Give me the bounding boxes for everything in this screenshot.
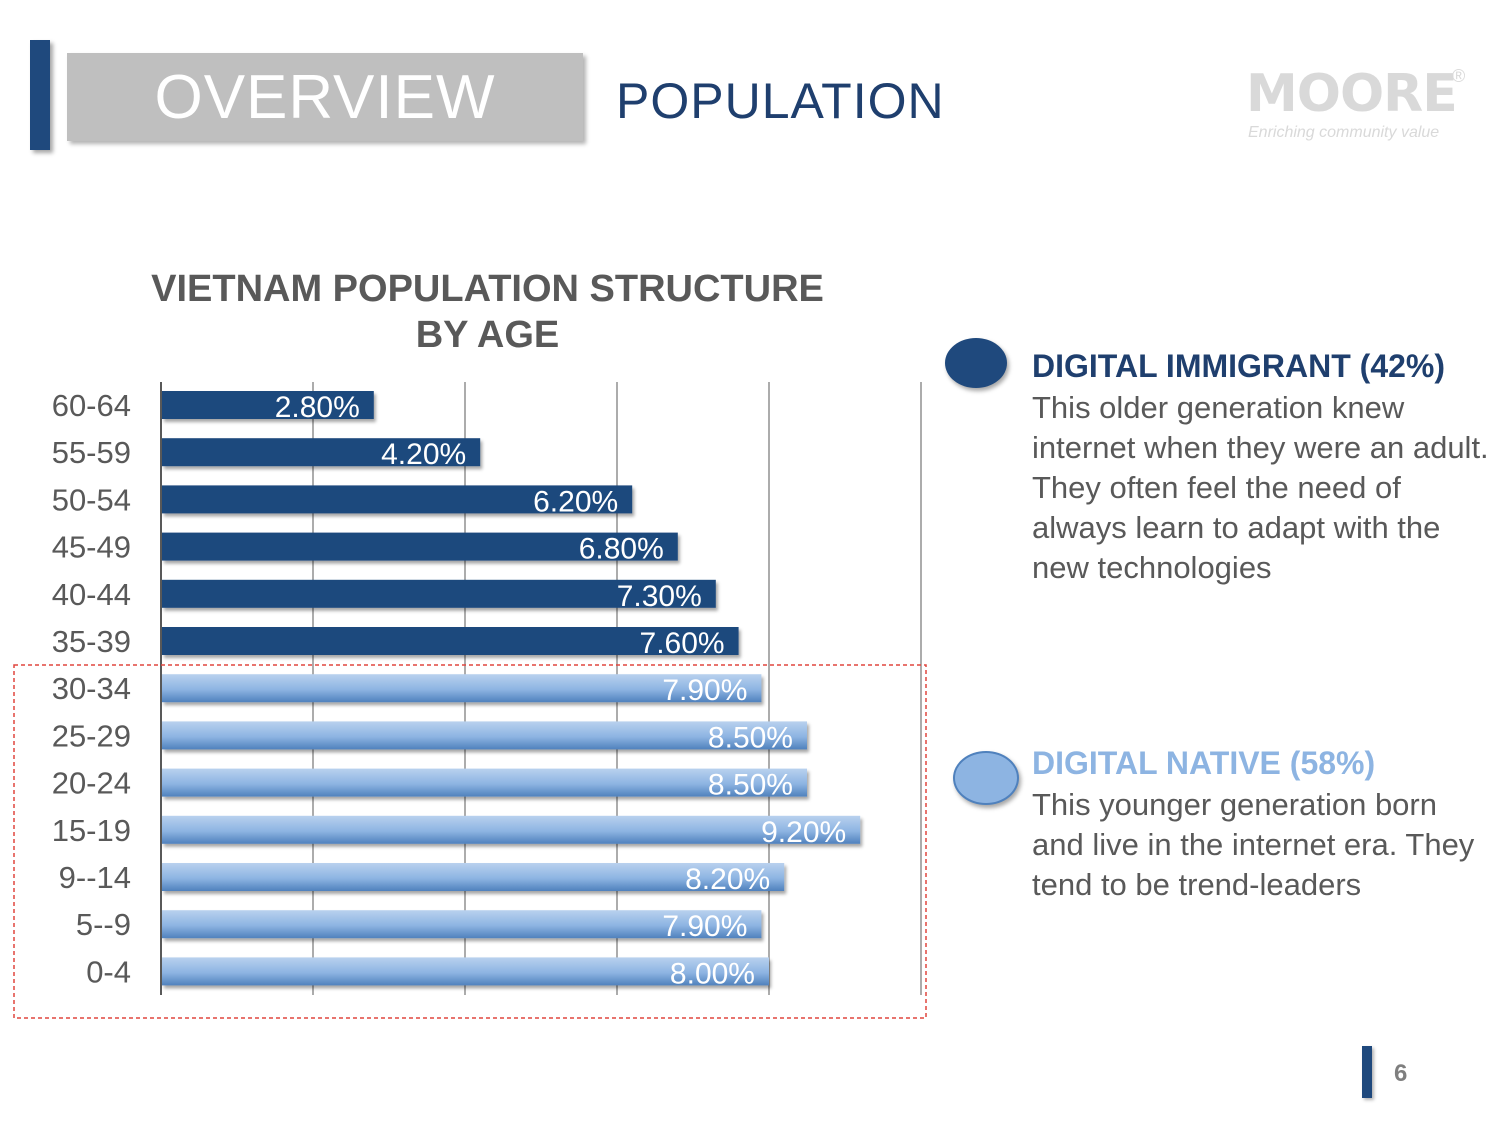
value-label: 6.80% [579, 533, 664, 566]
page-number: 6 [1394, 1060, 1408, 1087]
immigrant-heading: DIGITAL IMMIGRANT (42%) [1032, 348, 1446, 384]
footer-accent-bar [1362, 1046, 1372, 1098]
category-label: 30-34 [52, 671, 131, 706]
value-label: 7.30% [617, 580, 702, 613]
chart-bars [162, 391, 861, 986]
bar-60-64 [162, 391, 374, 419]
bar-50-54 [162, 485, 633, 514]
value-label: 6.20% [533, 485, 618, 518]
legend-digital-immigrant: DIGITAL IMMIGRANT (42%) This older gener… [945, 338, 1489, 598]
native-dot-icon [953, 751, 1019, 805]
category-label: 55-59 [52, 435, 131, 470]
value-label: 8.20% [685, 863, 770, 896]
bar-9--14 [162, 863, 785, 891]
page-title: POPULATION [616, 73, 945, 129]
category-label: 0-4 [86, 954, 131, 989]
value-label: 8.00% [670, 957, 755, 990]
value-label: 8.50% [708, 769, 793, 802]
chart-category-labels: 60-64 55-59 50-54 45-49 40-44 35-39 30-34 25-29… [52, 388, 131, 989]
immigrant-description: This older generation knew internet when… [1032, 390, 1489, 585]
category-label: 45-49 [52, 530, 131, 565]
native-description: This younger generation born and live in… [1032, 787, 1475, 902]
category-label: 20-24 [52, 766, 131, 801]
category-label: 15-19 [52, 813, 131, 848]
bar-5--9 [162, 910, 762, 939]
logo-wordmark: MOORE [1246, 64, 1458, 124]
chart-value-labels: 2.80% 4.20% 6.20% 6.80% 7.30% 7.60% 7.90% 8.50%… [275, 391, 846, 990]
section-label: OVERVIEW [154, 62, 496, 132]
category-label: 50-54 [52, 482, 131, 517]
value-label: 8.50% [708, 721, 793, 754]
section-label-box: OVERVIEW [67, 53, 583, 141]
bar-30-34 [162, 674, 762, 703]
bar-15-19 [162, 815, 861, 844]
moore-logo: MOORE ® Enriching community value [1246, 64, 1476, 150]
chart-title-line-2: BY AGE [415, 314, 560, 356]
bar-0-4 [162, 957, 769, 986]
value-label: 4.20% [381, 438, 466, 471]
native-heading: DIGITAL NATIVE (58%) [1032, 745, 1376, 781]
immigrant-dot-icon [945, 338, 1007, 388]
logo-tagline: Enriching community value [1248, 124, 1440, 141]
chart-title-line-1: VIETNAM POPULATION STRUCTURE [151, 268, 824, 310]
native-highlight-box [13, 664, 927, 1019]
legend-digital-native: DIGITAL NATIVE (58%) This younger genera… [945, 735, 1485, 955]
bar-45-49 [162, 532, 678, 561]
value-label: 7.90% [662, 674, 747, 707]
header-accent-bar [30, 40, 50, 150]
value-label: 7.60% [640, 627, 725, 660]
category-label: 40-44 [52, 577, 131, 612]
bar-40-44 [162, 579, 716, 608]
value-label: 9.20% [761, 816, 846, 849]
value-label: 2.80% [275, 391, 360, 424]
bar-25-29 [162, 721, 807, 750]
category-label: 35-39 [52, 624, 131, 659]
chart-title: VIETNAM POPULATION STRUCTURE BY AGE [120, 266, 855, 358]
category-label: 9--14 [59, 860, 131, 895]
bar-20-24 [162, 768, 807, 797]
value-label: 7.90% [662, 910, 747, 943]
category-label: 5--9 [76, 907, 131, 942]
bar-35-39 [162, 627, 739, 655]
category-label: 25-29 [52, 718, 131, 753]
category-label: 60-64 [52, 388, 131, 423]
bar-55-59 [162, 438, 481, 467]
logo-registered-mark: ® [1452, 66, 1466, 86]
